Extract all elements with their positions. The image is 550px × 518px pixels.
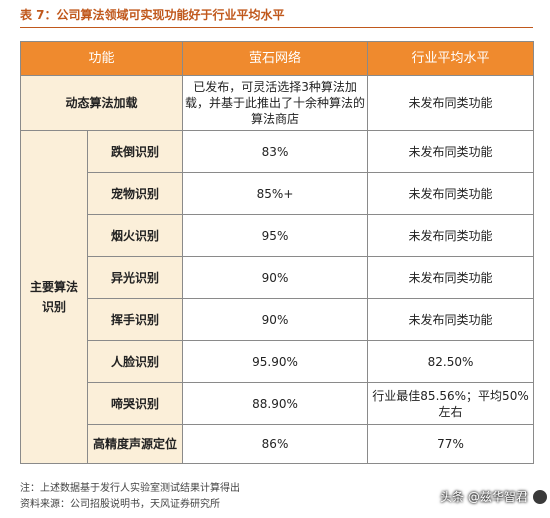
cell-ezviz: 88.90%: [182, 382, 369, 425]
row-label: 异光识别: [86, 256, 184, 299]
cell-ezviz: 90%: [182, 298, 369, 341]
cell-industry: 未发布同类功能: [367, 214, 535, 257]
cell-industry: 77%: [367, 424, 535, 464]
watermark: 头条 @兹华智君: [440, 488, 548, 505]
cell-ezviz: 83%: [182, 130, 369, 173]
cell-industry: 行业最佳85.56%；平均50%左右: [367, 382, 535, 425]
row-label-dynamic: 动态算法加载: [19, 75, 184, 131]
cell-ezviz: 已发布，可灵活选择3种算法加载，并基于此推出了十余种算法的算法商店: [182, 75, 369, 131]
table-row: 啼哭识别 88.90% 行业最佳85.56%；平均50%左右: [21, 382, 535, 425]
cell-industry: 未发布同类功能: [367, 298, 535, 341]
header-row: 功能 萤石网络 行业平均水平: [19, 41, 535, 76]
source-note: 资料来源：公司招股说明书，天风证券研究所: [20, 499, 220, 510]
cell-ezviz: 86%: [182, 424, 369, 464]
cell-ezviz: 90%: [182, 256, 369, 299]
row-label: 挥手识别: [86, 298, 184, 341]
row-label: 跌倒识别: [86, 130, 184, 173]
group-label-text: 主要算法识别: [29, 280, 78, 314]
cell-industry: 未发布同类功能: [367, 130, 535, 173]
cell-industry: 82.50%: [367, 340, 535, 383]
group-label-main-algorithms: 主要算法识别: [20, 130, 88, 464]
cell-industry: 未发布同类功能: [367, 75, 535, 131]
row-label: 宠物识别: [86, 172, 184, 215]
table-row: 宠物识别 85%+ 未发布同类功能: [21, 172, 535, 215]
cell-ezviz: 85%+: [182, 172, 369, 215]
comparison-table: 功能 萤石网络 行业平均水平 动态算法加载 已发布，可灵活选择3种算法加载，并基…: [19, 41, 535, 464]
row-label: 高精度声源定位: [86, 424, 184, 464]
table-row: 人脸识别 95.90% 82.50%: [21, 340, 535, 383]
table-row: 挥手识别 90% 未发布同类功能: [21, 298, 535, 341]
title-divider: [20, 27, 533, 28]
row-label: 人脸识别: [86, 340, 184, 383]
cell-ezviz: 95%: [182, 214, 369, 257]
cell-ezviz: 95.90%: [182, 340, 369, 383]
table-row: 烟火识别 95% 未发布同类功能: [21, 214, 535, 257]
cell-industry: 未发布同类功能: [367, 256, 535, 299]
table-row: 主要算法识别 跌倒识别 83% 未发布同类功能: [20, 130, 535, 464]
header-ezviz: 萤石网络: [182, 41, 369, 76]
account-logo-icon: [531, 488, 548, 505]
row-label: 啼哭识别: [86, 382, 184, 425]
table-title: 表 7：公司算法领域可实现功能好于行业平均水平: [20, 8, 285, 22]
header-function: 功能: [19, 41, 184, 76]
watermark-text: 头条 @兹华智君: [440, 490, 528, 504]
row-label: 烟火识别: [86, 214, 184, 257]
footnote: 注：上述数据基于发行人实验室测试结果计算得出: [20, 483, 240, 494]
table-row: 高精度声源定位 86% 77%: [21, 424, 535, 464]
header-industry: 行业平均水平: [367, 41, 535, 76]
table-row: 动态算法加载 已发布，可灵活选择3种算法加载，并基于此推出了十余种算法的算法商店…: [19, 75, 535, 131]
table-row: 异光识别 90% 未发布同类功能: [21, 256, 535, 299]
cell-industry: 未发布同类功能: [367, 172, 535, 215]
